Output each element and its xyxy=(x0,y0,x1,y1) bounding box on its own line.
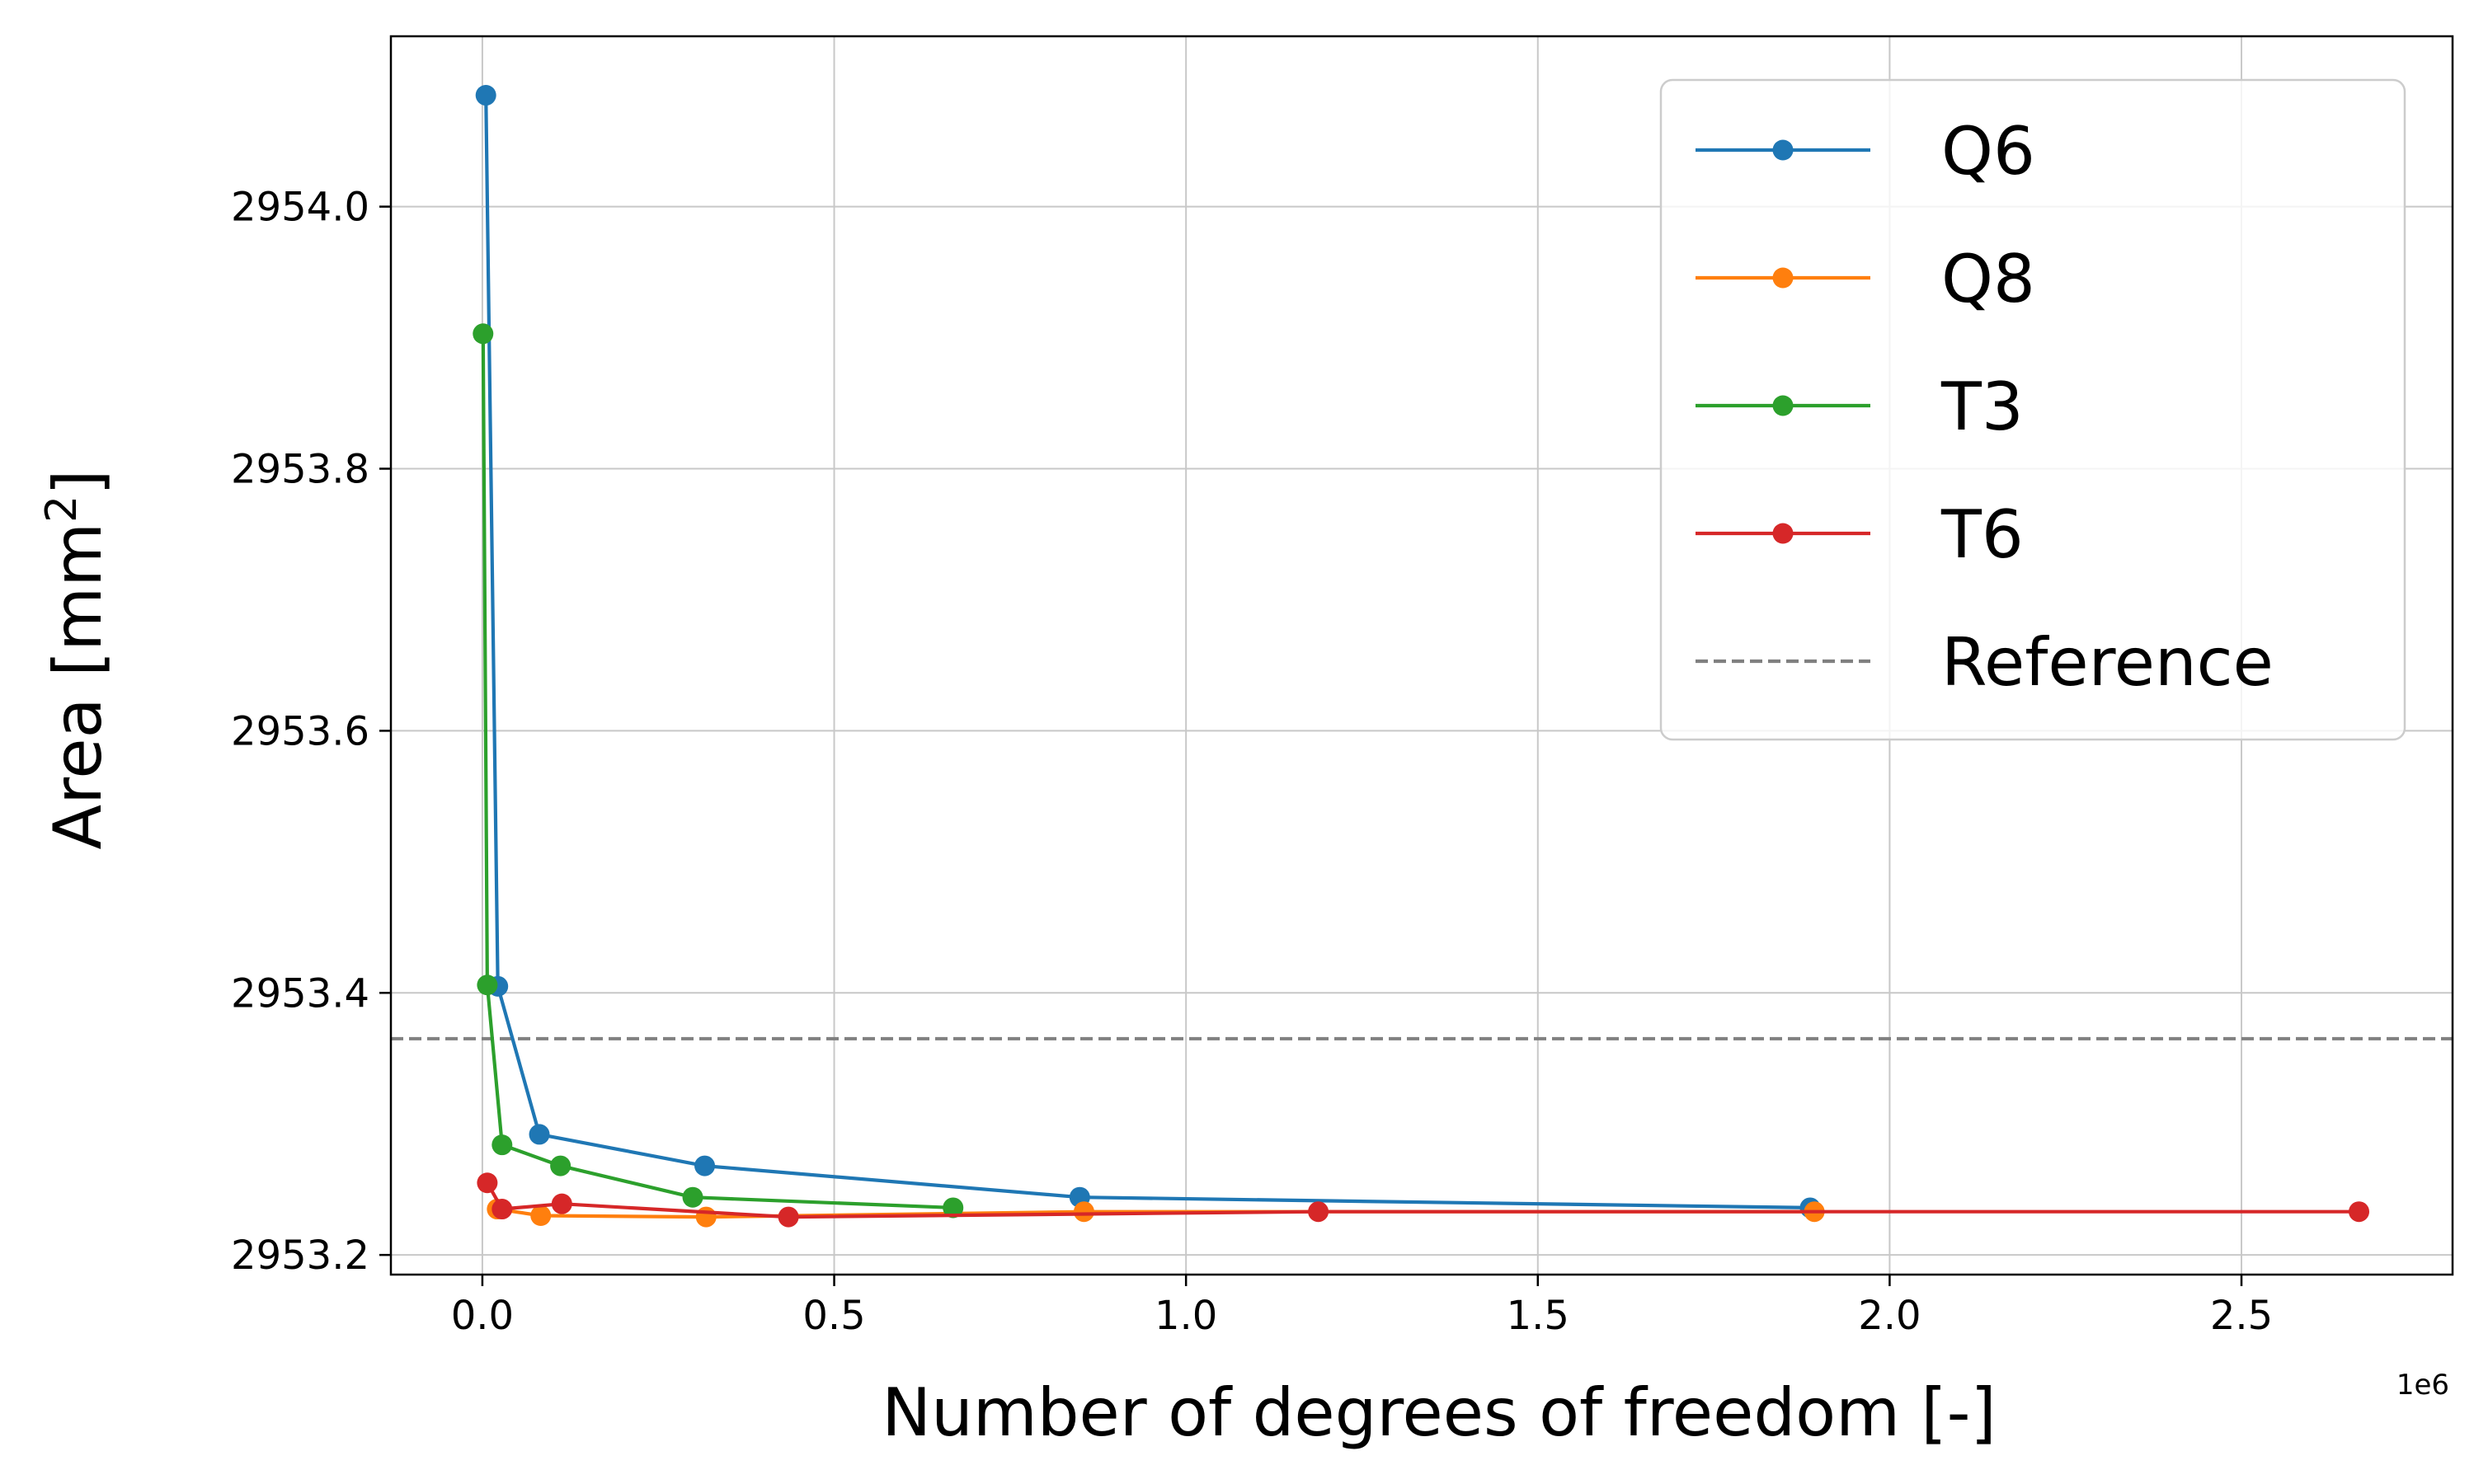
data-point-t6 xyxy=(1308,1201,1329,1223)
data-point-t6 xyxy=(778,1206,799,1228)
y-tick-label: 2953.2 xyxy=(231,1233,369,1279)
legend-label-reference: Reference xyxy=(1941,624,2274,701)
legend-label-t6: T6 xyxy=(1940,496,2024,573)
data-point-q8 xyxy=(695,1206,717,1228)
legend-marker-q8 xyxy=(1772,267,1794,289)
y-tick-label: 2953.4 xyxy=(231,970,369,1017)
plot-frame xyxy=(389,35,2454,1276)
x-tick-label: 1.5 xyxy=(1507,1293,1569,1339)
x-axis-title: Number of degrees of freedom [-] xyxy=(882,1374,1996,1451)
plot-data xyxy=(391,85,2453,1228)
data-point-t3 xyxy=(477,974,498,996)
y-axis-title-superscript: 2 xyxy=(37,495,87,523)
x-tick-label: 2.0 xyxy=(1858,1293,1921,1339)
x-tick-label: 2.5 xyxy=(2210,1293,2273,1339)
series-line-q6 xyxy=(484,95,1811,1209)
data-point-t6 xyxy=(2349,1201,2370,1223)
series-line-t3 xyxy=(481,333,953,1209)
y-axis-title-main: Area [mm xyxy=(40,523,116,850)
legend-label-q6: Q6 xyxy=(1941,113,2035,190)
data-point-q8 xyxy=(530,1205,552,1226)
legend-label-t3: T3 xyxy=(1940,369,2024,445)
x-tick-label: 1.0 xyxy=(1155,1293,1217,1339)
data-point-t3 xyxy=(943,1197,964,1219)
legend-marker-q6 xyxy=(1772,139,1794,161)
data-point-q6 xyxy=(529,1124,550,1145)
y-tick-label: 2954.0 xyxy=(231,185,369,231)
legend-label-q8: Q8 xyxy=(1941,241,2035,317)
data-point-t3 xyxy=(473,323,494,345)
y-tick-label: 2953.6 xyxy=(231,708,369,754)
data-point-t3 xyxy=(682,1186,703,1208)
y-axis-title-end: ] xyxy=(40,470,116,495)
legend-marker-t6 xyxy=(1772,523,1794,544)
axis-ticks: 0.0 0.5 1.0 1.5 2.0 2.5 2953.2 2953.4 2953.6 2953… xyxy=(231,185,2273,1339)
data-point-q8 xyxy=(1073,1201,1094,1223)
legend-frame xyxy=(1659,78,2406,741)
x-offset-label: 1e6 xyxy=(2396,1369,2449,1402)
legend-marker-t3 xyxy=(1772,395,1794,416)
data-point-t6 xyxy=(492,1199,513,1220)
data-point-t3 xyxy=(492,1134,513,1156)
data-point-t3 xyxy=(550,1155,571,1176)
data-point-q6 xyxy=(475,85,496,106)
data-point-t6 xyxy=(477,1172,498,1194)
y-axis-title: Area [mm2] xyxy=(37,470,116,850)
y-tick-label: 2953.8 xyxy=(231,447,369,493)
x-tick-label: 0.0 xyxy=(451,1293,514,1339)
legend-entries: Q6 Q8 T3 T6 Reference xyxy=(1696,113,2274,701)
data-point-q6 xyxy=(694,1155,716,1176)
data-point-t6 xyxy=(551,1193,572,1214)
x-tick-label: 0.5 xyxy=(802,1293,865,1339)
legend: Q6 Q8 T3 T6 Reference xyxy=(1659,78,2406,741)
